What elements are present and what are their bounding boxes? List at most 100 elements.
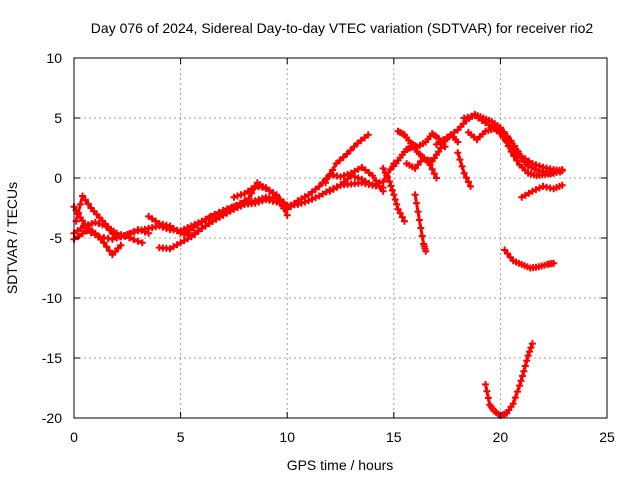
data-point-marker <box>417 224 425 232</box>
data-point-marker <box>322 179 330 187</box>
data-point-marker <box>394 205 402 213</box>
data-point-marker <box>283 211 291 219</box>
data-point-marker <box>422 247 430 255</box>
data-point-marker <box>77 224 85 232</box>
data-point-marker <box>499 131 507 139</box>
series-arc-3 <box>72 192 146 247</box>
data-point-marker <box>417 157 425 165</box>
data-point-marker <box>354 165 362 173</box>
series-arc-20 <box>454 149 475 190</box>
data-point-marker <box>91 231 99 239</box>
data-point-marker <box>280 198 288 206</box>
data-point-marker <box>518 193 526 201</box>
x-tick-label: 5 <box>177 429 185 445</box>
data-point-marker <box>138 239 146 247</box>
data-point-marker <box>113 234 121 242</box>
data-point-marker <box>454 138 462 146</box>
data-point-marker <box>337 173 344 181</box>
data-point-marker <box>166 222 174 230</box>
data-point-marker <box>336 156 344 164</box>
data-point-marker <box>447 131 455 139</box>
data-point-marker <box>361 177 369 185</box>
data-point-marker <box>368 172 376 180</box>
data-point-marker <box>305 197 313 205</box>
data-point-marker <box>276 195 284 203</box>
data-point-marker <box>516 382 524 390</box>
data-point-marker <box>383 173 391 181</box>
data-point-marker <box>79 230 87 238</box>
data-point-marker <box>337 181 344 189</box>
data-point-marker <box>262 184 270 192</box>
data-point-marker <box>169 224 177 232</box>
data-point-marker <box>169 243 177 251</box>
data-point-marker <box>130 228 138 236</box>
data-point-marker <box>390 191 398 199</box>
x-tick-label: 15 <box>386 429 402 445</box>
data-point-marker <box>209 217 217 225</box>
data-point-marker <box>294 197 302 205</box>
data-point-marker <box>379 178 387 186</box>
data-point-marker <box>312 194 320 202</box>
data-point-marker <box>443 133 451 141</box>
data-point-marker <box>134 237 142 245</box>
y-tick-label: 0 <box>54 170 62 186</box>
data-point-marker <box>524 352 532 360</box>
data-point-marker <box>241 190 249 198</box>
series-arc-11 <box>326 160 398 195</box>
y-tick-label: 5 <box>54 110 62 126</box>
data-point-marker <box>241 197 249 205</box>
data-point-marker <box>506 253 514 261</box>
data-point-marker <box>432 140 440 148</box>
data-point-marker <box>236 199 244 207</box>
data-point-marker <box>325 172 333 180</box>
data-point-marker <box>173 241 181 249</box>
data-point-marker <box>244 187 252 195</box>
data-point-marker <box>205 220 213 228</box>
y-tick-label: -15 <box>42 350 62 366</box>
data-point-marker <box>558 181 566 189</box>
data-point-marker <box>436 138 444 146</box>
data-point-marker <box>415 216 423 224</box>
data-point-marker <box>354 139 362 147</box>
data-point-marker <box>531 165 539 173</box>
series-arc-21 <box>518 181 566 201</box>
data-point-marker <box>233 192 241 200</box>
data-point-marker <box>326 187 334 195</box>
data-point-marker <box>372 180 380 188</box>
data-point-marker <box>481 380 489 388</box>
data-point-marker <box>528 164 536 172</box>
data-point-marker <box>386 178 394 186</box>
data-point-marker <box>340 172 348 180</box>
data-point-marker <box>365 179 373 187</box>
data-point-marker <box>148 215 156 223</box>
y-tick-label: -5 <box>50 230 63 246</box>
data-point-marker <box>347 172 355 180</box>
data-point-marker <box>501 136 509 144</box>
y-tick-label: -20 <box>42 410 62 426</box>
series-arc-19 <box>464 125 566 180</box>
series-arc-6 <box>155 217 217 253</box>
data-point-marker <box>265 186 273 194</box>
data-point-marker <box>329 185 337 193</box>
data-point-marker <box>212 215 220 223</box>
data-point-marker <box>206 212 214 220</box>
data-point-marker <box>365 169 373 177</box>
data-point-marker <box>201 222 209 230</box>
data-point-marker <box>387 182 395 190</box>
data-point-marker <box>232 202 240 210</box>
data-point-marker <box>87 229 95 237</box>
data-point-marker <box>350 143 358 151</box>
data-point-marker <box>189 224 197 232</box>
data-point-marker <box>194 227 202 235</box>
data-point-marker <box>558 166 566 174</box>
data-point-marker <box>517 377 525 385</box>
data-point-marker <box>511 394 519 402</box>
data-point-marker <box>532 186 540 194</box>
data-point-marker <box>340 178 348 186</box>
data-point-marker <box>483 387 491 395</box>
data-point-marker <box>432 174 440 182</box>
data-point-marker <box>184 235 192 243</box>
data-point-marker <box>145 212 153 220</box>
data-point-marker <box>478 116 486 124</box>
data-point-marker <box>450 128 458 136</box>
